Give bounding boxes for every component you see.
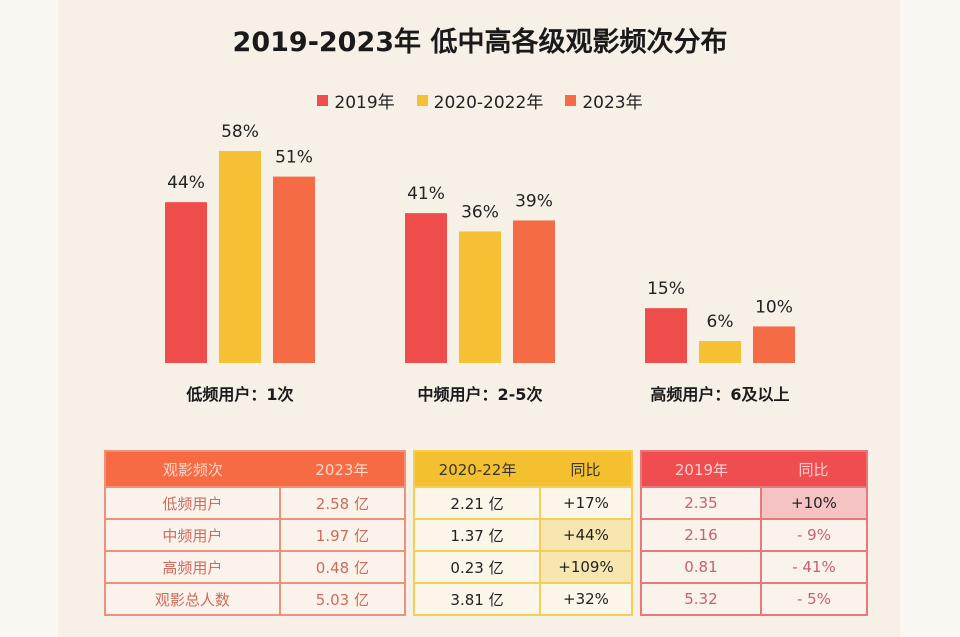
- table-cell: 0.48 亿: [278, 550, 407, 584]
- legend-item-2019: 2019年: [317, 88, 395, 113]
- bar: [273, 176, 315, 363]
- data-label: 36%: [461, 202, 499, 222]
- table-cell: 5.32: [640, 582, 762, 616]
- data-label: 15%: [647, 279, 685, 299]
- table-row: 中频用户 1.97 亿: [104, 518, 407, 552]
- bar: [405, 213, 447, 363]
- category-label: 高频用户：6及以上: [650, 385, 789, 404]
- table-cell: 2.58 亿: [278, 486, 407, 520]
- bar: [753, 326, 795, 363]
- table-row: 2.21 亿 +17%: [413, 486, 633, 520]
- legend-item-2023: 2023年: [565, 88, 643, 113]
- legend-label: 2020-2022年: [433, 93, 544, 113]
- column-header: 2020-22年: [414, 451, 540, 487]
- table-cell: +109%: [539, 550, 633, 584]
- table-cell: - 9%: [759, 518, 869, 552]
- legend-label: 2019年: [334, 93, 395, 113]
- table-cell: +44%: [539, 518, 633, 552]
- table-cell: 低频用户: [104, 486, 281, 520]
- bar: [645, 308, 687, 363]
- legend-item-2020-2022: 2020-2022年: [416, 88, 544, 113]
- bar: [459, 231, 501, 363]
- data-label: 44%: [167, 173, 205, 193]
- table-cell: 中频用户: [104, 518, 281, 552]
- table-cell: 5.03 亿: [278, 582, 407, 616]
- table-row: 1.37 亿 +44%: [413, 518, 633, 552]
- table-header-row: 观影频次 2023年: [105, 451, 405, 487]
- bar-chart: 44% 58% 51% 低频用户：1次 41% 36% 39% 中频用户：2-5次 15% 6% 1…: [165, 122, 795, 404]
- legend-swatch: [317, 95, 329, 106]
- legend-label: 2023年: [582, 93, 643, 113]
- bar: [219, 151, 261, 363]
- bar: [513, 220, 555, 363]
- table-header-row: 2019年 同比: [641, 451, 867, 487]
- legend-swatch: [565, 95, 577, 106]
- category-label: 低频用户：1次: [185, 385, 293, 404]
- data-label: 58%: [221, 122, 259, 142]
- table-cell: +32%: [539, 582, 633, 616]
- bar: [699, 341, 741, 363]
- table-2019: 2019年 同比 2.35 +10% 2.16- 9% 0.81- 41% 5.32- 5%: [640, 450, 869, 616]
- table-cell: 高频用户: [104, 550, 281, 584]
- legend-swatch: [416, 95, 428, 106]
- column-header: 观影频次: [105, 451, 280, 487]
- table-row: 0.23 亿 +109%: [413, 550, 633, 584]
- chart-title: 2019-2023年 低中高各级观影频次分布: [232, 27, 728, 58]
- table-row: 2.16- 9%: [640, 518, 869, 552]
- table-cell: 2.35: [640, 486, 762, 520]
- data-label: 6%: [707, 312, 734, 332]
- table-cell: 1.97 亿: [278, 518, 407, 552]
- table-cell: 3.81 亿: [413, 582, 541, 616]
- bar: [165, 202, 207, 363]
- table-2020-22: 2020-22年 同比 2.21 亿 +17% 1.37 亿 +44% 0.23 亿 +109…: [413, 450, 633, 616]
- data-label: 41%: [407, 184, 445, 204]
- table-cell: +17%: [539, 486, 633, 520]
- column-header: 同比: [540, 451, 632, 487]
- column-header: 2019年: [641, 451, 761, 487]
- table-cell: 0.23 亿: [413, 550, 541, 584]
- column-header: 同比: [760, 451, 867, 487]
- table-cell: - 5%: [759, 582, 869, 616]
- table-row: 5.32- 5%: [640, 582, 869, 616]
- category-label: 中频用户：2-5次: [418, 385, 543, 404]
- table-cell: +10%: [759, 486, 869, 520]
- table-row: 高频用户 0.48 亿: [104, 550, 407, 584]
- data-label: 39%: [515, 191, 553, 211]
- table-cell: 2.16: [640, 518, 762, 552]
- table-2023: 观影频次 2023年 低频用户 2.58 亿中频用户 1.97 亿高频用户 0.48 亿观…: [104, 450, 407, 616]
- table-header-row: 2020-22年 同比: [414, 451, 632, 487]
- table-row: 观影总人数 5.03 亿: [104, 582, 407, 616]
- column-header: 2023年: [279, 451, 405, 487]
- table-row: 0.81- 41%: [640, 550, 869, 584]
- data-label: 51%: [275, 148, 313, 168]
- table-cell: 观影总人数: [104, 582, 281, 616]
- table-row: 2.35 +10%: [640, 486, 869, 520]
- table-row: 3.81 亿 +32%: [413, 582, 633, 616]
- table-cell: 1.37 亿: [413, 518, 541, 552]
- table-cell: 0.81: [640, 550, 762, 584]
- data-label: 10%: [755, 297, 793, 317]
- legend: 2019年 2020-2022年 2023年: [0, 88, 960, 113]
- table-cell: - 41%: [759, 550, 869, 584]
- table-row: 低频用户 2.58 亿: [104, 486, 407, 520]
- table-cell: 2.21 亿: [413, 486, 541, 520]
